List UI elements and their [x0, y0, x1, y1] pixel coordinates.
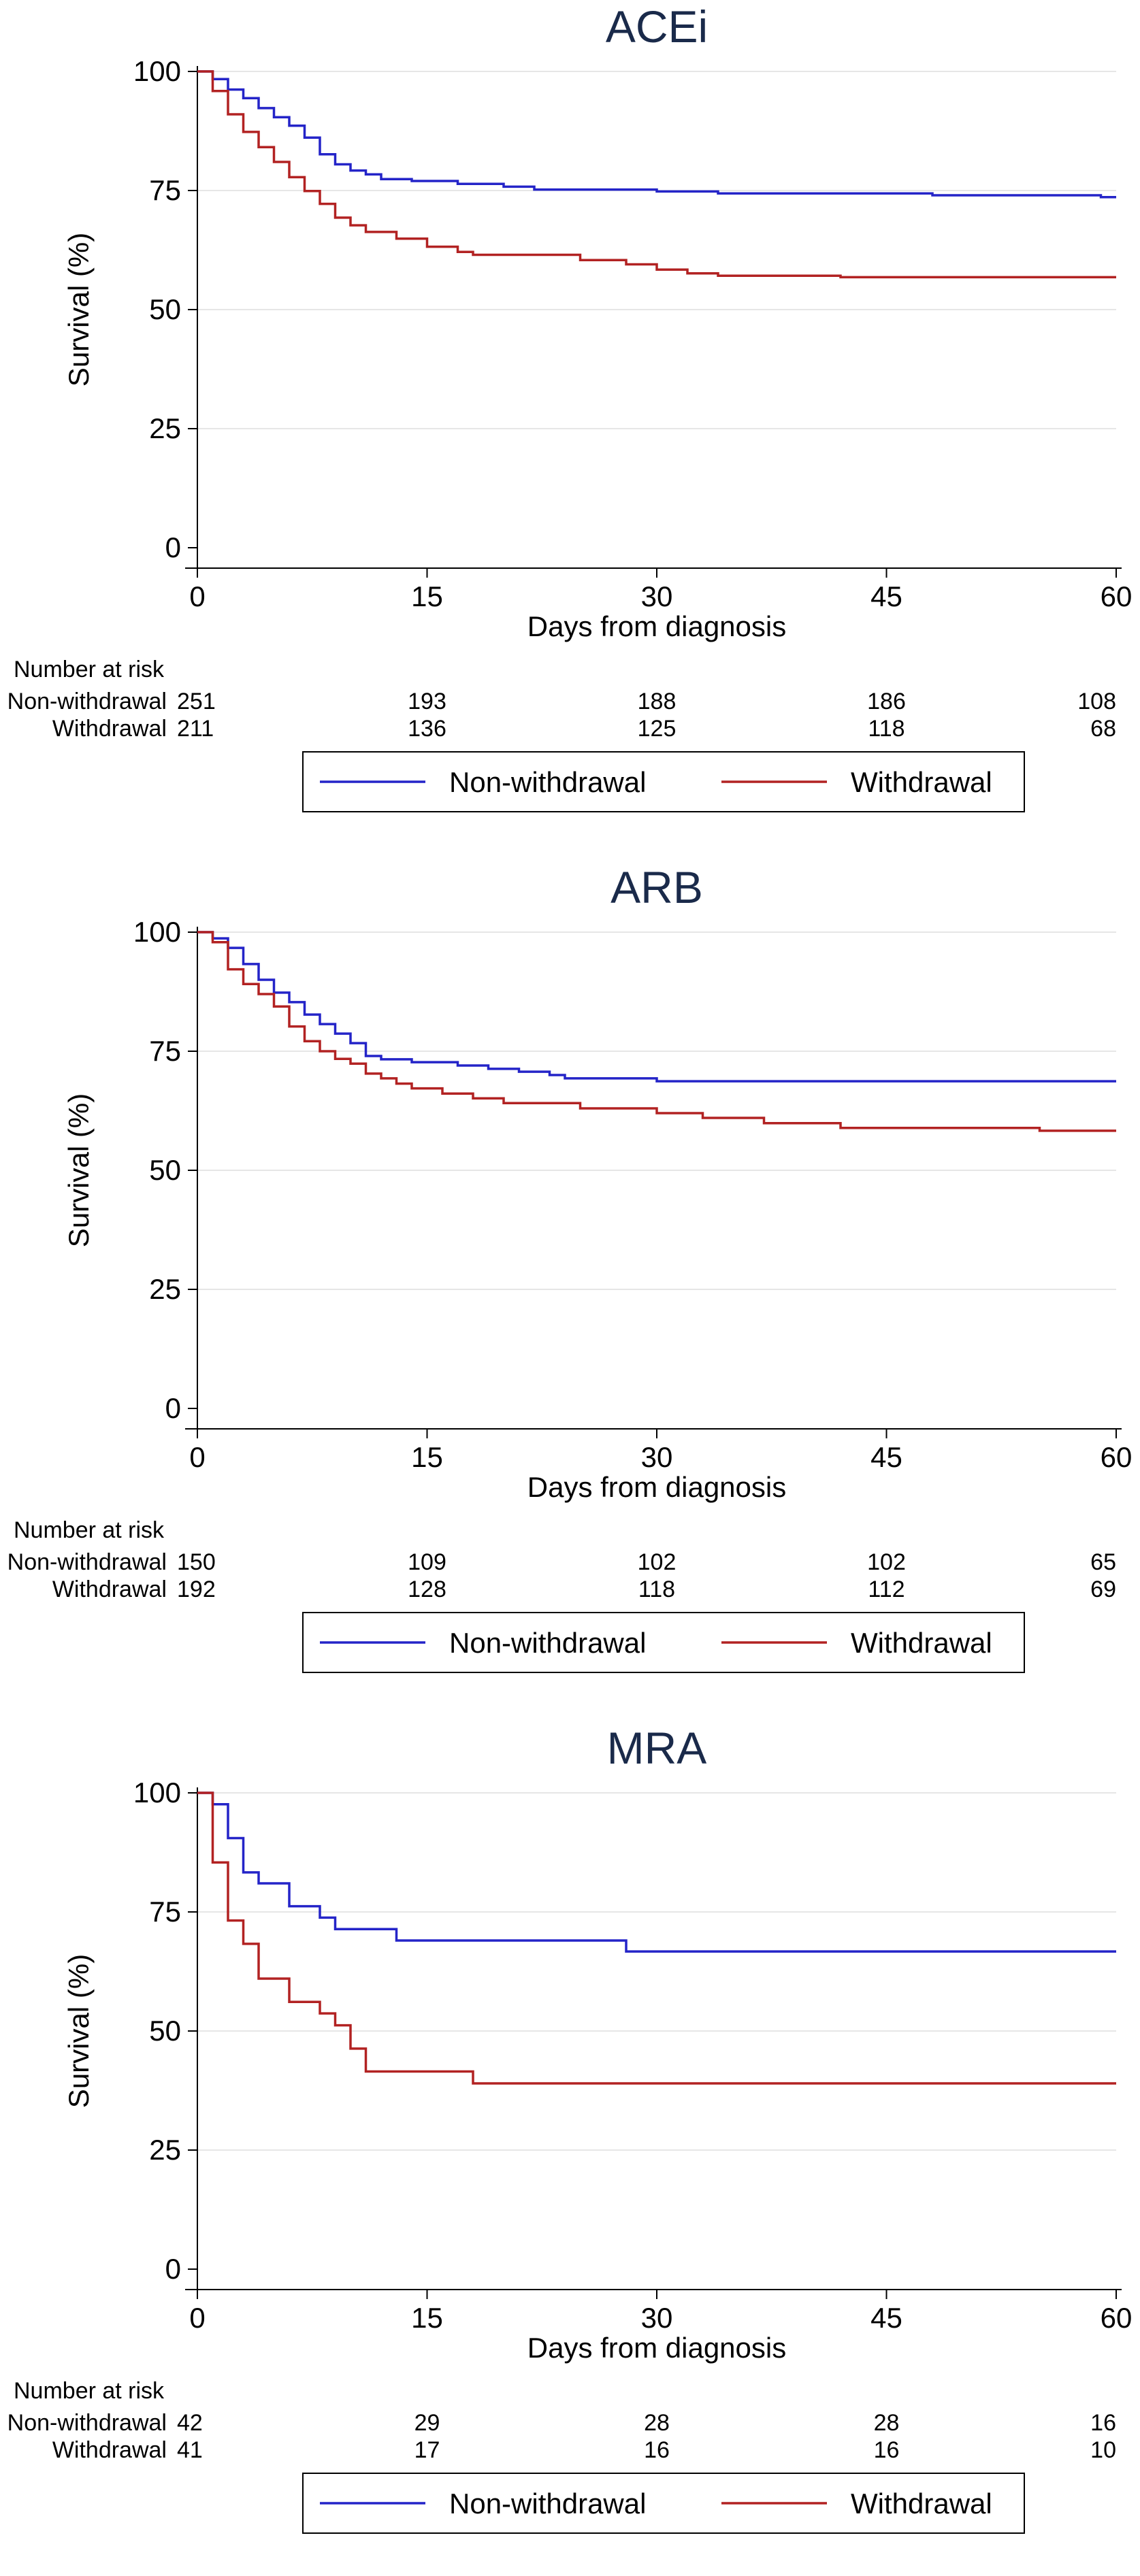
risk-table-heading: Number at risk — [14, 1517, 165, 1543]
legend-label-withdrawal: Withdrawal — [851, 766, 992, 798]
risk-row-label-withdrawal: Withdrawal — [52, 1576, 167, 1602]
y-axis-label: Survival (%) — [63, 233, 95, 386]
risk-count: 69 — [1090, 1576, 1116, 1602]
risk-count: 42 — [177, 2410, 203, 2436]
series-line-withdrawal — [197, 931, 1116, 1132]
risk-count: 193 — [408, 689, 446, 714]
risk-count: 102 — [638, 1549, 677, 1575]
legend-label-non-withdrawal: Non-withdrawal — [449, 1627, 646, 1659]
y-tick-label: 50 — [149, 1154, 181, 1186]
x-axis-label: Days from diagnosis — [527, 610, 786, 642]
risk-count: 28 — [874, 2410, 900, 2436]
x-tick-label: 60 — [1101, 1441, 1133, 1473]
x-tick-label: 0 — [189, 2302, 205, 2334]
km-panel-acei: ACEi 0 25 50 75 100 0 15 30 45 60 Days from diagnos… — [0, 0, 1140, 851]
km-panel-mra: MRA 0 25 50 75 100 0 15 30 45 60 Days from diagnosi… — [0, 1721, 1140, 2572]
legend-label-non-withdrawal: Non-withdrawal — [449, 2488, 646, 2520]
risk-count: 68 — [1090, 716, 1116, 742]
y-tick-label: 50 — [149, 293, 181, 325]
x-tick-label: 30 — [641, 1441, 673, 1473]
risk-count: 16 — [644, 2437, 670, 2463]
risk-row-label-non-withdrawal: Non-withdrawal — [7, 1549, 167, 1575]
risk-row-label-withdrawal: Withdrawal — [52, 2437, 167, 2463]
risk-count: 29 — [414, 2410, 440, 2436]
risk-count: 108 — [1077, 689, 1116, 714]
x-axis-label: Days from diagnosis — [527, 1471, 786, 1503]
risk-count: 118 — [638, 1576, 675, 1602]
x-tick-label: 30 — [641, 2302, 673, 2334]
risk-count: 28 — [644, 2410, 670, 2436]
series-line-withdrawal — [197, 1791, 1116, 2085]
legend-label-non-withdrawal: Non-withdrawal — [449, 766, 646, 798]
chart-title: ACEi — [606, 1, 708, 52]
risk-count: 65 — [1090, 1549, 1116, 1575]
y-tick-label: 25 — [149, 1273, 181, 1305]
risk-count: 251 — [177, 689, 216, 714]
risk-row-label-non-withdrawal: Non-withdrawal — [7, 2410, 167, 2436]
y-axis-label: Survival (%) — [63, 1954, 95, 2108]
x-tick-label: 60 — [1101, 580, 1133, 612]
series-line-non-withdrawal — [197, 931, 1116, 1083]
risk-count: 136 — [408, 716, 446, 742]
x-tick-label: 0 — [189, 1441, 205, 1473]
x-tick-label: 15 — [411, 2302, 443, 2334]
legend-label-withdrawal: Withdrawal — [851, 1627, 992, 1659]
risk-count: 150 — [177, 1549, 216, 1575]
risk-count: 109 — [408, 1549, 446, 1575]
risk-count: 192 — [177, 1576, 216, 1602]
risk-count: 211 — [177, 716, 214, 742]
x-tick-label: 15 — [411, 1441, 443, 1473]
y-tick-label: 100 — [133, 55, 181, 87]
y-tick-label: 75 — [149, 174, 181, 206]
x-tick-label: 15 — [411, 580, 443, 612]
risk-count: 188 — [638, 689, 677, 714]
risk-count: 10 — [1090, 2437, 1116, 2463]
risk-count: 16 — [874, 2437, 900, 2463]
series-line-non-withdrawal — [197, 1791, 1116, 1953]
risk-count: 125 — [638, 716, 677, 742]
x-tick-label: 45 — [870, 1441, 902, 1473]
x-axis-label: Days from diagnosis — [527, 2332, 786, 2364]
y-tick-label: 0 — [165, 1392, 181, 1424]
y-tick-label: 0 — [165, 531, 181, 563]
km-chart-mra: MRA 0 25 50 75 100 0 15 30 45 60 Days from diagnosi… — [7, 1723, 1133, 2534]
risk-count: 41 — [177, 2437, 203, 2463]
km-panel-arb: ARB 0 25 50 75 100 0 15 30 45 60 Days from diagnosi… — [0, 861, 1140, 1711]
risk-count: 17 — [414, 2437, 440, 2463]
y-tick-label: 100 — [133, 1777, 181, 1809]
x-tick-label: 0 — [189, 580, 205, 612]
y-tick-label: 25 — [149, 2134, 181, 2166]
y-tick-label: 75 — [149, 1035, 181, 1067]
chart-title: MRA — [607, 1723, 707, 1773]
series-line-withdrawal — [197, 70, 1116, 279]
y-tick-label: 100 — [133, 916, 181, 948]
risk-count: 16 — [1090, 2410, 1116, 2436]
km-chart-acei: ACEi 0 25 50 75 100 0 15 30 45 60 Days from diagnos… — [7, 1, 1133, 812]
y-axis-label: Survival (%) — [63, 1093, 95, 1247]
risk-count: 112 — [868, 1576, 905, 1602]
risk-count: 128 — [408, 1576, 446, 1602]
risk-row-label-non-withdrawal: Non-withdrawal — [7, 689, 167, 714]
risk-count: 102 — [867, 1549, 906, 1575]
risk-row-label-withdrawal: Withdrawal — [52, 716, 167, 742]
series-line-non-withdrawal — [197, 70, 1116, 199]
risk-count: 186 — [867, 689, 906, 714]
x-tick-label: 45 — [870, 2302, 902, 2334]
y-tick-label: 25 — [149, 412, 181, 444]
risk-table-heading: Number at risk — [14, 2378, 165, 2404]
risk-count: 118 — [868, 716, 905, 742]
risk-table-heading: Number at risk — [14, 657, 165, 682]
y-tick-label: 50 — [149, 2015, 181, 2047]
chart-title: ARB — [610, 862, 703, 912]
y-tick-label: 75 — [149, 1896, 181, 1928]
x-tick-label: 30 — [641, 580, 673, 612]
x-tick-label: 45 — [870, 580, 902, 612]
y-tick-label: 0 — [165, 2253, 181, 2285]
x-tick-label: 60 — [1101, 2302, 1133, 2334]
km-chart-arb: ARB 0 25 50 75 100 0 15 30 45 60 Days from diagnosi… — [7, 862, 1133, 1673]
legend-label-withdrawal: Withdrawal — [851, 2488, 992, 2520]
